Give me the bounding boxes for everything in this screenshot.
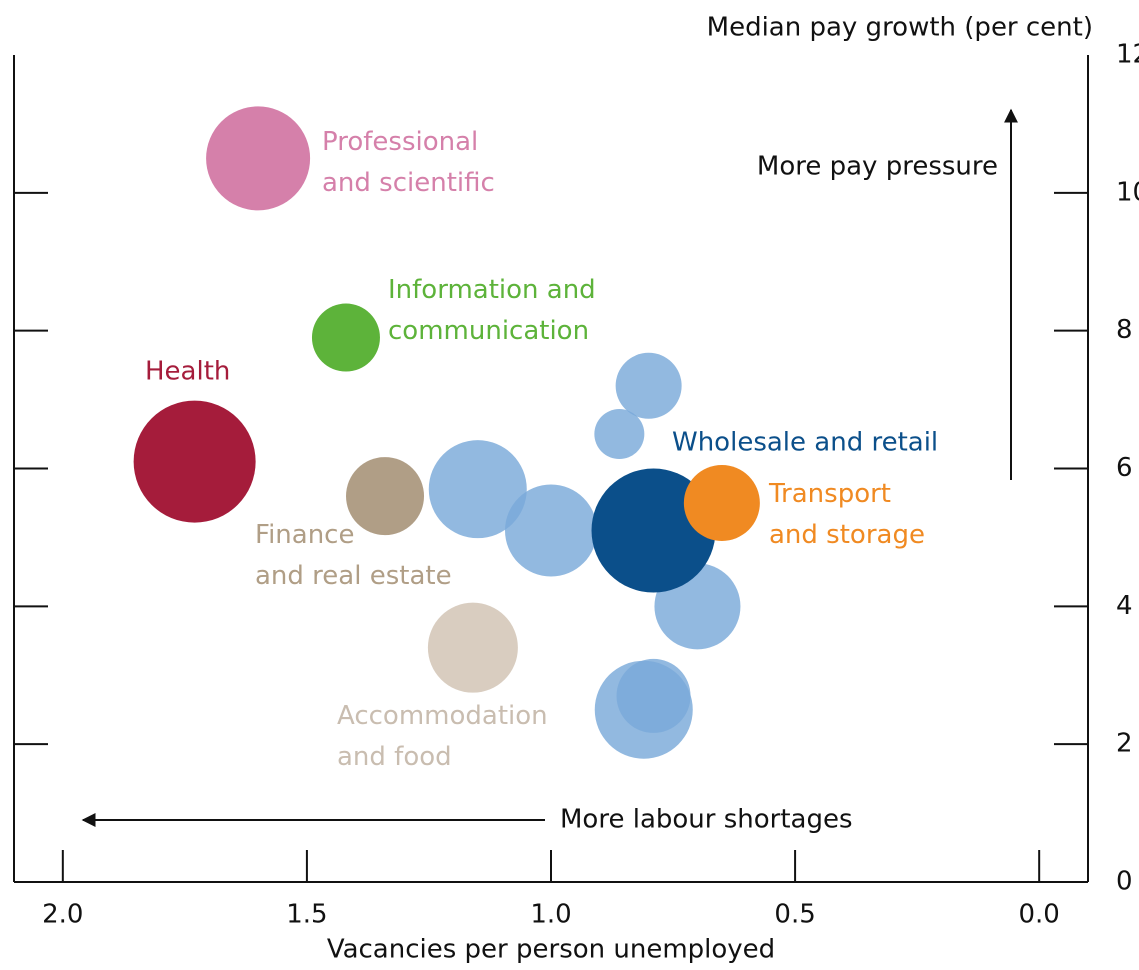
bubble: [346, 457, 425, 536]
annotation: More labour shortages: [560, 805, 853, 835]
bubble: [206, 106, 311, 211]
y-tick-label: 10: [1116, 177, 1139, 207]
bubble: [616, 658, 691, 733]
bubble: [427, 602, 518, 693]
bubble: [505, 484, 597, 577]
bubble: [594, 409, 645, 460]
y-tick-label: 2: [1116, 729, 1133, 759]
x-tick-label: 2.0: [42, 900, 83, 930]
y-tick-label: 6: [1116, 453, 1133, 483]
series-label: Accommodation and food: [337, 701, 548, 772]
x-axis-label: Vacancies per person unemployed: [327, 935, 775, 965]
x-tick-label: 0.5: [774, 900, 815, 930]
bubble: [133, 400, 256, 523]
bubble: [428, 440, 527, 539]
x-tick-label: 0.0: [1019, 900, 1060, 930]
annotation: More pay pressure: [757, 152, 998, 182]
series-label: Wholesale and retail: [672, 428, 938, 458]
y-tick-label: 4: [1116, 591, 1133, 621]
x-tick-label: 1.5: [286, 900, 327, 930]
series-label: Professional and scientific: [322, 127, 495, 198]
y-tick-label: 0: [1116, 867, 1133, 897]
bubble: [615, 352, 682, 419]
x-tick-label: 1.0: [530, 900, 571, 930]
series-label: Transport and storage: [768, 479, 925, 550]
series-label: Finance and real estate: [255, 520, 452, 591]
series-label: Information and communication: [388, 275, 596, 346]
y-axis-label: Median pay growth (per cent): [707, 13, 1093, 43]
y-tick-label: 8: [1116, 315, 1133, 345]
bubble: [311, 303, 380, 372]
bubble: [683, 464, 760, 541]
series-label: Health: [145, 357, 230, 387]
y-tick-label: 12: [1116, 40, 1139, 70]
